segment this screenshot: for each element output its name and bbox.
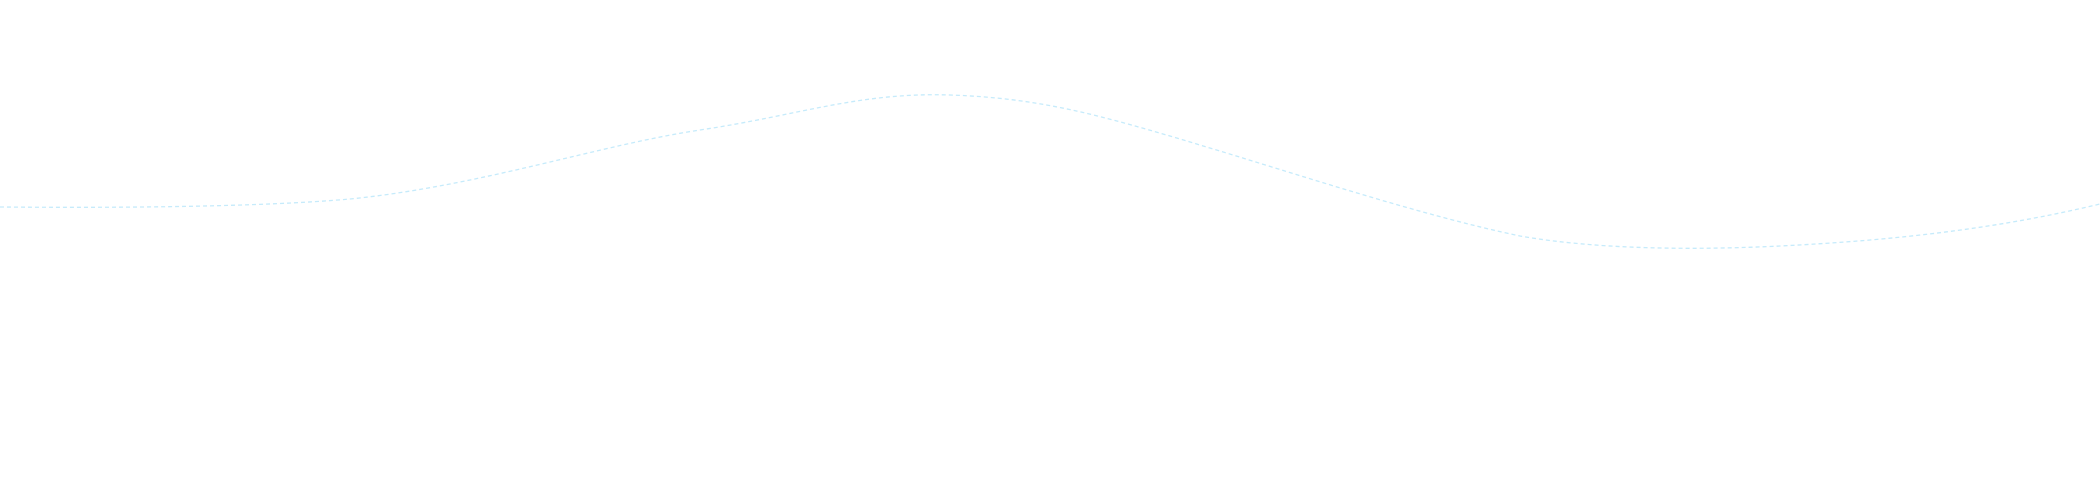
dashed-wave-line	[0, 94, 2100, 249]
